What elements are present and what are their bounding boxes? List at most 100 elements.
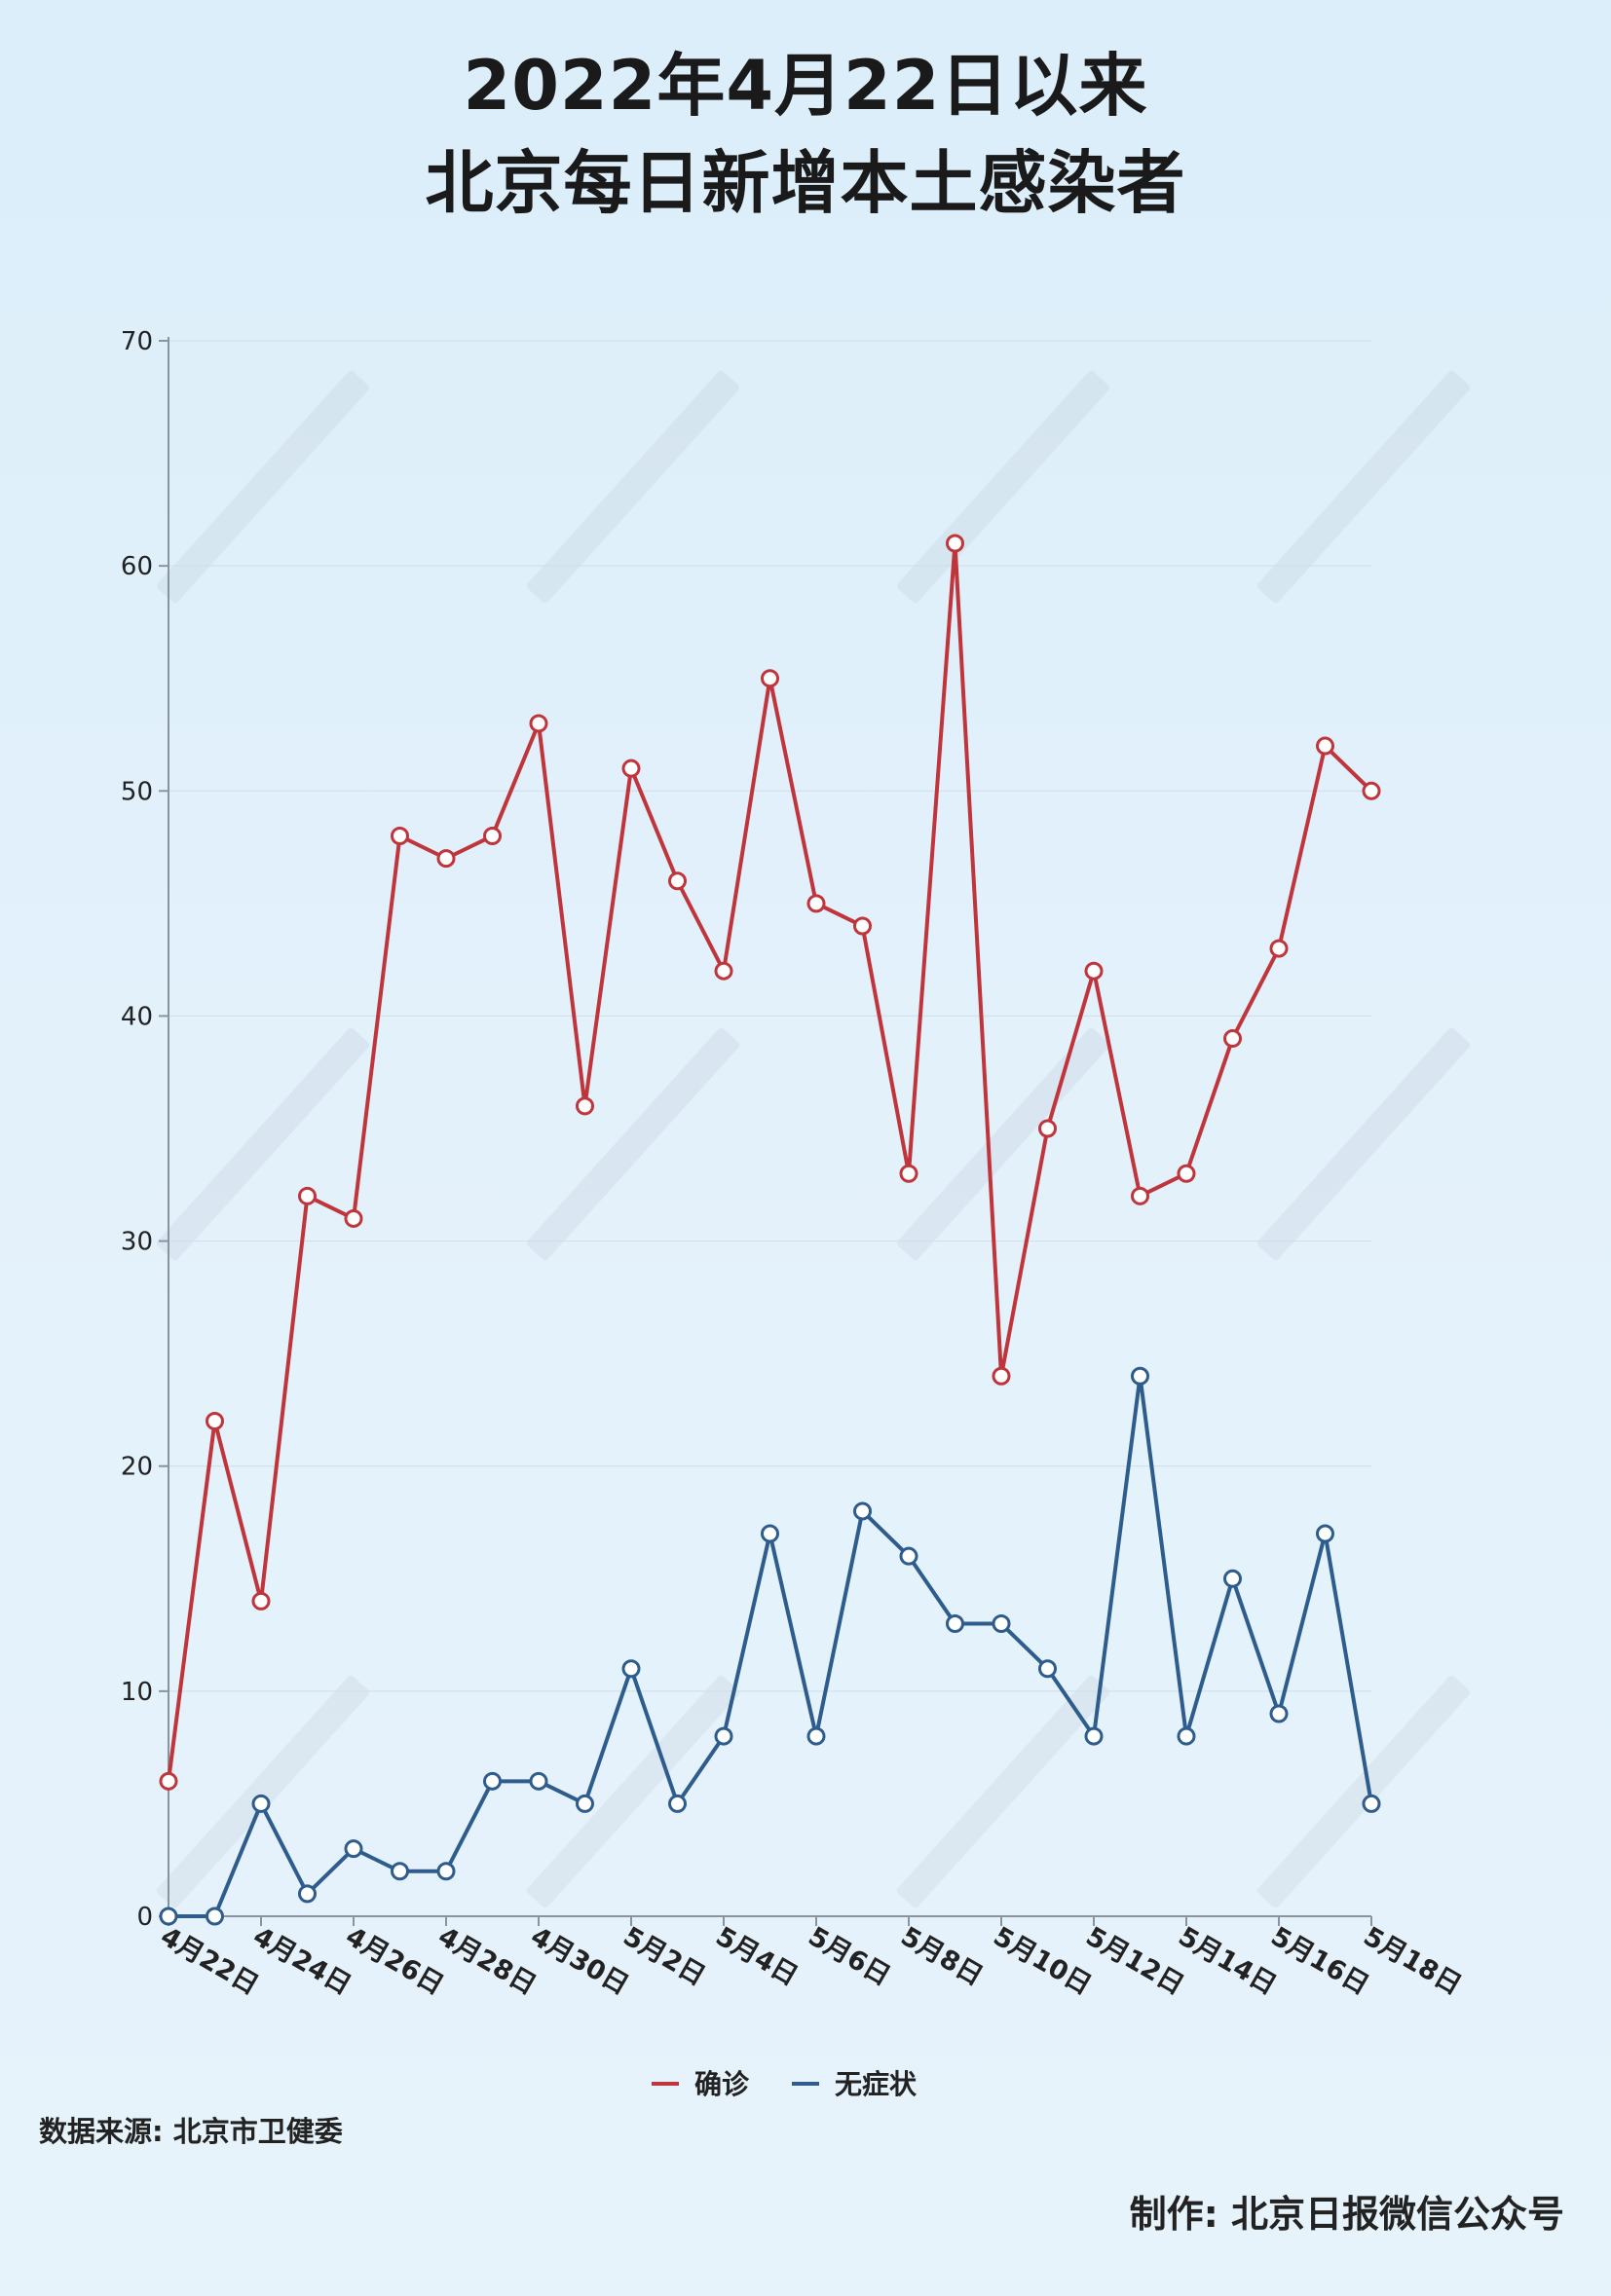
series-1-point-9 xyxy=(576,1794,594,1813)
watermark-11 xyxy=(1256,1675,1471,1908)
watermark-mark-6 xyxy=(896,1027,1110,1261)
watermark-10 xyxy=(896,1675,1110,1908)
series-0-point-21 xyxy=(1131,1186,1149,1205)
series-0-point-16 xyxy=(899,1164,918,1183)
watermark-mark-5 xyxy=(526,1027,740,1261)
x-tick-label-12: 5月16日 xyxy=(1266,1921,1374,2001)
data-source: 数据来源: 北京市卫健委 xyxy=(39,2115,343,2148)
y-tick-label-2: 20 xyxy=(121,1453,153,1482)
y-tick-label-5: 50 xyxy=(121,777,153,806)
x-tick-label-3: 4月28日 xyxy=(433,1921,542,2001)
x-tick-label-7: 5月6日 xyxy=(804,1921,896,1992)
x-tick-label-11: 5月14日 xyxy=(1174,1921,1282,2001)
x-tick-label-2: 4月26日 xyxy=(341,1921,449,2001)
series-0-point-10 xyxy=(621,759,641,778)
series-1-point-17 xyxy=(946,1614,964,1634)
series-1-point-1 xyxy=(206,1907,224,1926)
series-1-point-13 xyxy=(761,1524,779,1543)
series-0-point-4 xyxy=(344,1208,363,1228)
series-1-point-24 xyxy=(1269,1704,1289,1723)
series-0-point-23 xyxy=(1223,1029,1242,1049)
series-0-point-17 xyxy=(946,534,964,553)
series-1-point-8 xyxy=(529,1771,548,1791)
watermark-mark-11 xyxy=(1256,1675,1471,1908)
series-0-point-14 xyxy=(806,894,826,913)
series-1-point-5 xyxy=(391,1862,409,1881)
watermark-mark-0 xyxy=(156,370,370,604)
watermark-4 xyxy=(156,1027,370,1261)
watermark-mark-3 xyxy=(1256,370,1471,604)
series-1-point-6 xyxy=(436,1862,456,1881)
series-0-point-9 xyxy=(576,1096,594,1116)
series-1-point-10 xyxy=(621,1659,641,1679)
series-1-point-14 xyxy=(806,1726,826,1746)
watermark-mark-8 xyxy=(156,1675,370,1908)
series-0-point-24 xyxy=(1269,939,1289,958)
y-tick-label-7: 70 xyxy=(121,327,153,356)
legend-label-1: 无症状 xyxy=(835,2068,918,2100)
x-tick-label-13: 5月18日 xyxy=(1359,1921,1467,2001)
series-1-point-25 xyxy=(1316,1524,1334,1543)
series-layer xyxy=(159,534,1381,1926)
series-1-point-4 xyxy=(344,1839,363,1859)
watermark-6 xyxy=(896,1027,1110,1261)
watermark-mark-10 xyxy=(896,1675,1110,1908)
series-1-point-22 xyxy=(1177,1726,1196,1746)
series-1-point-7 xyxy=(483,1771,502,1791)
series-1-point-20 xyxy=(1084,1726,1104,1746)
series-1-point-2 xyxy=(251,1794,271,1813)
title-line-2: 北京每日新增本土感染者 xyxy=(425,143,1186,223)
series-0-point-26 xyxy=(1362,781,1381,800)
series-1-point-11 xyxy=(668,1794,687,1813)
watermark-1 xyxy=(526,370,740,604)
watermark-mark-7 xyxy=(1256,1027,1471,1261)
watermark-mark-9 xyxy=(526,1675,740,1908)
series-0-point-13 xyxy=(761,669,779,688)
y-tick-label-3: 30 xyxy=(121,1228,153,1257)
series-0-point-1 xyxy=(206,1411,224,1430)
series-1-point-26 xyxy=(1362,1794,1381,1813)
series-1-point-0 xyxy=(159,1907,178,1926)
x-tick-label-4: 4月30日 xyxy=(526,1921,634,2001)
series-0-point-5 xyxy=(391,827,409,846)
series-line-1 xyxy=(167,1374,1373,1918)
series-0-point-15 xyxy=(853,916,872,936)
series-0-point-19 xyxy=(1038,1119,1057,1138)
y-tick-label-4: 40 xyxy=(121,1002,153,1031)
series-1-point-15 xyxy=(853,1501,872,1521)
x-tick-label-0: 4月22日 xyxy=(156,1921,264,2001)
series-1-point-12 xyxy=(714,1726,733,1746)
series-0-point-12 xyxy=(714,961,733,981)
series-0-point-18 xyxy=(992,1366,1011,1386)
series-0-point-6 xyxy=(436,849,456,869)
series-0-point-20 xyxy=(1084,961,1104,981)
series-1-point-16 xyxy=(899,1546,918,1566)
watermark-0 xyxy=(156,370,370,604)
series-1-point-18 xyxy=(992,1614,1011,1634)
y-tick-label-6: 60 xyxy=(121,552,153,581)
legend-label-0: 确诊 xyxy=(694,2068,750,2100)
series-0-point-3 xyxy=(298,1186,317,1205)
watermark-8 xyxy=(156,1675,370,1908)
x-tick-label-5: 5月2日 xyxy=(618,1921,711,1992)
series-0-point-25 xyxy=(1316,736,1334,756)
y-tick-label-1: 10 xyxy=(121,1678,153,1707)
watermark-mark-4 xyxy=(156,1027,370,1261)
watermark-9 xyxy=(526,1675,740,1908)
watermark-mark-2 xyxy=(896,370,1110,604)
watermark-mark-1 xyxy=(526,370,740,604)
series-1-point-21 xyxy=(1131,1366,1149,1386)
series-1-point-23 xyxy=(1223,1569,1242,1588)
chart-legend: 确诊 无症状 xyxy=(652,2068,918,2100)
chart-title: 2022年4月22日以来 北京每日新增本土感染者 xyxy=(0,37,1611,232)
series-0-point-11 xyxy=(668,871,687,891)
y-tick-label-0: 0 xyxy=(136,1903,153,1932)
series-0-point-7 xyxy=(483,827,502,846)
watermark-3 xyxy=(1256,370,1471,604)
watermark-2 xyxy=(896,370,1110,604)
x-tick-label-9: 5月10日 xyxy=(989,1921,1097,2001)
title-line-1: 2022年4月22日以来 xyxy=(463,46,1148,126)
series-line-0 xyxy=(167,541,1373,1784)
series-1-point-19 xyxy=(1038,1659,1057,1679)
